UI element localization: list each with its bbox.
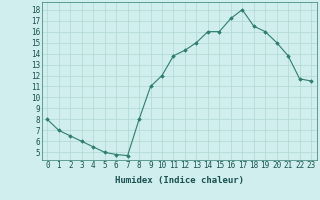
X-axis label: Humidex (Indice chaleur): Humidex (Indice chaleur) (115, 176, 244, 185)
